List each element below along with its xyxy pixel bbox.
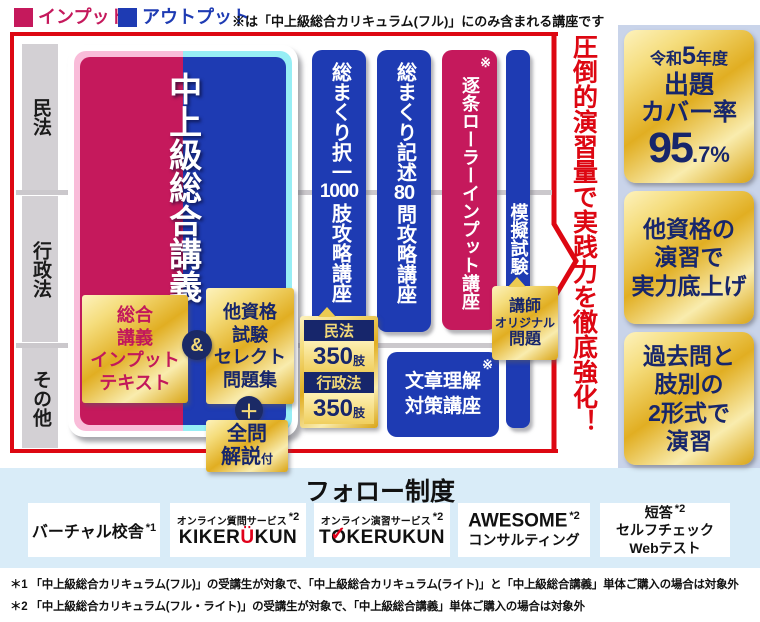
full-only-asterisk-bunsho: ※	[482, 357, 493, 372]
kikerukun-logo: KIKERÜKUN	[178, 527, 298, 549]
legend-input-label: インプット	[38, 7, 128, 27]
footnote-2: ＊2 「中上級総合カリキュラム(フル・ライト)」の受講生が対象で、「中上級総合講…	[10, 601, 585, 613]
koshi-original-callout: 講師 オリジナル 問題	[492, 286, 558, 360]
follow-card-virtual-school: バーチャル校舎 *1	[28, 503, 160, 557]
subject-row-label-sonota: その他	[22, 348, 58, 448]
input-text-box: 総合 講義 インプット テキスト	[82, 295, 188, 403]
benefit-two-formats-box: 過去問と 肢別の 2形式で 演習	[624, 332, 754, 465]
follow-card-awesome-consulting: AWESOME *2 コンサルティング	[458, 503, 590, 557]
select-workbook-box: 他資格 試験 セレクト 問題集	[206, 288, 294, 404]
benefit-other-exams-box: 他資格の 演習で 実力底上げ	[624, 191, 754, 324]
shitaku-callout-tip	[318, 307, 336, 317]
follow-card-kikerukun: オンライン質問サービス *2 KIKERÜKUN	[170, 503, 306, 557]
shitaku-callout: 民法 350 肢 行政法 350 肢	[300, 316, 378, 428]
ampersand-icon: &	[182, 330, 212, 360]
output-color-swatch	[118, 8, 137, 27]
full-only-asterisk-chikujo: ※	[480, 55, 491, 70]
follow-card-web-test: 短答 *2 セルフチェック Webテスト	[600, 503, 730, 557]
plus-icon: ＋	[235, 396, 263, 424]
koshi-callout-tip	[508, 277, 526, 287]
legend-note: ※は「中上級総合カリキュラム(フル)」にのみ含まれる講座です	[232, 14, 605, 29]
full-explanation-box: 全問 解説付	[206, 420, 288, 472]
column-takuitsu-1000: 総まくり択一 1000 肢攻略講座	[312, 50, 366, 332]
subject-row-label-minpo: 民法	[22, 44, 58, 190]
check-icon: ✓	[330, 524, 347, 546]
column-chikujo-roller: ※ 逐条ローラーインプット講座	[442, 50, 497, 330]
legend-output-label: アウトプット	[142, 7, 250, 27]
column-mogi-shiken: 模擬試験	[506, 50, 530, 428]
input-color-swatch	[14, 8, 33, 27]
follow-section-title: フォロー制度	[304, 478, 455, 506]
footnote-1: ＊1 「中上級総合カリキュラム(フル)」の受講生が対象で、「中上級総合カリキュラ…	[10, 579, 739, 591]
shitaku-minpo-count: 350 肢	[304, 341, 374, 372]
shitaku-minpo-label: 民法	[304, 320, 374, 341]
subject-row-label-gyoseiho: 行政法	[22, 196, 58, 342]
smile-u-icon: Ü	[240, 527, 255, 549]
shitaku-gyosei-label: 行政法	[304, 372, 374, 393]
benefit-coverage-box: 令和5年度 出題 カバー率 95.7%	[624, 30, 754, 183]
bunsho-rikai-box: ※ 文章理解 対策講座	[387, 352, 499, 437]
course-title: 中上級総合講義	[164, 72, 202, 303]
shitaku-gyosei-count: 350 肢	[304, 393, 374, 424]
tokerukun-logo: TO ✓ KERUKUN	[319, 524, 445, 549]
follow-card-tokerukun: オンライン演習サービス *2 TO ✓ KERUKUN	[314, 503, 450, 557]
emphasis-banner: 圧倒的演習量で実践力を徹底強化！	[569, 34, 598, 434]
column-kijutsu-80: 総まくり記述 80 問攻略講座	[377, 50, 431, 332]
